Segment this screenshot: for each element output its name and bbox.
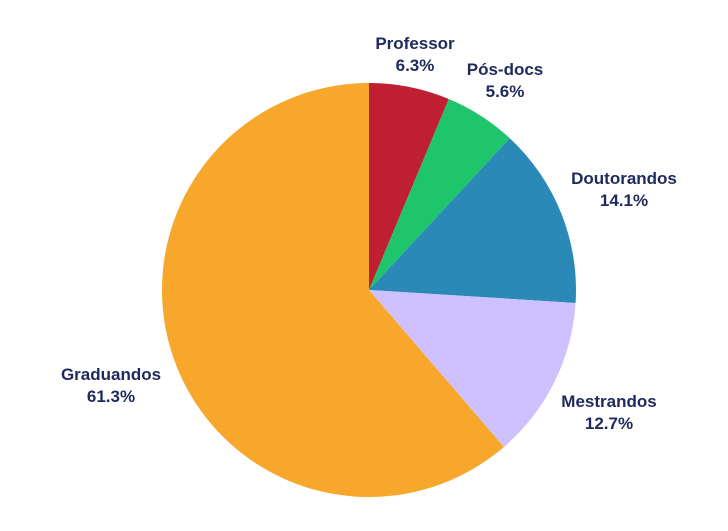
slice-label-professor: Professor 6.3% bbox=[375, 34, 455, 75]
slice-label-percent: 61.3% bbox=[87, 387, 135, 406]
slice-labels: Professor 6.3% Pós-docs 5.6% Doutorandos 14.1… bbox=[61, 34, 677, 433]
slice-label-percent: 14.1% bbox=[600, 191, 648, 210]
slice-label-name: Pós-docs bbox=[467, 60, 544, 79]
slice-label-name: Professor bbox=[375, 34, 455, 53]
slice-label-mestrandos: Mestrandos 12.7% bbox=[561, 392, 656, 433]
pie-slices bbox=[161, 83, 576, 497]
slice-label-percent: 6.3% bbox=[396, 56, 435, 75]
slice-label-graduandos: Graduandos 61.3% bbox=[61, 365, 161, 406]
slice-label-name: Graduandos bbox=[61, 365, 161, 384]
slice-label-percent: 5.6% bbox=[486, 82, 525, 101]
slice-label-name: Doutorandos bbox=[571, 169, 677, 188]
pie-slice-professor bbox=[369, 83, 449, 290]
pie-slice-mestrandos bbox=[369, 290, 576, 447]
slice-label-name: Mestrandos bbox=[561, 392, 656, 411]
slice-label-pos-docs: Pós-docs 5.6% bbox=[467, 60, 544, 101]
slice-label-doutorandos: Doutorandos 14.1% bbox=[571, 169, 677, 210]
slice-label-percent: 12.7% bbox=[585, 414, 633, 433]
pie-slice-graduandos bbox=[161, 83, 504, 497]
pie-slice-doutorandos bbox=[369, 138, 576, 303]
pie-slice-pos-docs bbox=[369, 99, 510, 290]
